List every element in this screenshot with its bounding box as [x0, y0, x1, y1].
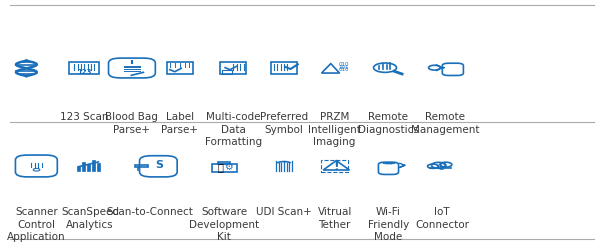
Text: Blood Bag
Parse+: Blood Bag Parse+ [106, 112, 158, 135]
Text: 101: 101 [338, 65, 349, 70]
Text: Preferred
Symbol: Preferred Symbol [260, 112, 308, 135]
Text: Label
Parse+: Label Parse+ [161, 112, 198, 135]
Text: Scanner
Control
Application: Scanner Control Application [7, 208, 66, 242]
Bar [92, 160, 95, 171]
Text: S: S [155, 160, 163, 170]
Bar [82, 162, 85, 171]
Text: Scan-to-Connect: Scan-to-Connect [106, 208, 193, 218]
Text: 010: 010 [338, 62, 349, 68]
Text: 123: 123 [77, 69, 91, 75]
Bar [87, 164, 90, 171]
Text: PRZM
Intelligent
Imaging: PRZM Intelligent Imaging [308, 112, 361, 147]
Text: Software
Development
Kit: Software Development Kit [189, 208, 259, 242]
Text: Wi-Fi
Friendly
Mode: Wi-Fi Friendly Mode [368, 208, 409, 242]
Text: 123 Scan: 123 Scan [60, 112, 109, 122]
Text: 010: 010 [338, 67, 349, 72]
Text: !: ! [334, 160, 339, 173]
Text: Vitrual
Tether: Vitrual Tether [317, 208, 352, 230]
Text: Remote
Management: Remote Management [411, 112, 479, 135]
Text: UDI Scan+: UDI Scan+ [256, 208, 312, 218]
Text: IoT
Connector: IoT Connector [415, 208, 469, 230]
Text: ⚙: ⚙ [224, 162, 233, 172]
Text: Remote
Diagnostics: Remote Diagnostics [358, 112, 419, 135]
Text: ScanSpeed
Analytics: ScanSpeed Analytics [61, 208, 119, 230]
Text: Multi-code
Data
Formatting: Multi-code Data Formatting [205, 112, 262, 147]
Text: 🔧: 🔧 [217, 162, 223, 172]
Bar [97, 163, 100, 171]
Bar [77, 166, 80, 171]
Text: ⊕: ⊕ [437, 162, 446, 172]
